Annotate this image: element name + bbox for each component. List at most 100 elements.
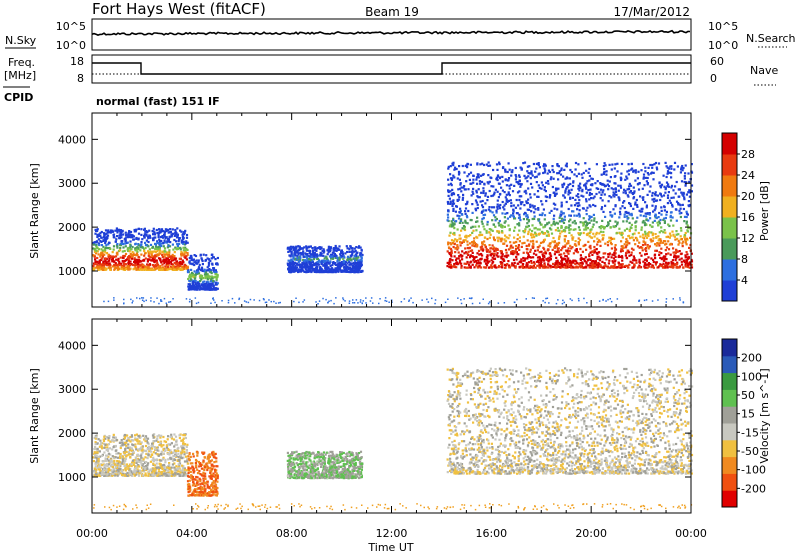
scatter-point: [651, 232, 655, 235]
scatter-point: [575, 248, 578, 251]
scatter-point: [556, 172, 559, 175]
scatter-point: [347, 267, 350, 270]
scatter-point: [544, 195, 547, 198]
scatter-point: [469, 249, 472, 252]
freq-tick-top: 18: [70, 55, 84, 68]
scatter-point: [461, 227, 464, 230]
scatter-point: [613, 192, 616, 196]
scatter-point: [301, 262, 304, 265]
scatter-point: [530, 233, 533, 237]
scatter-point: [301, 251, 304, 254]
scatter-point: [528, 228, 531, 231]
scatter-point: [663, 229, 666, 232]
scatter-point: [555, 260, 558, 263]
scatter-point: [304, 252, 307, 255]
scatter-point: [492, 260, 495, 263]
scatter-point: [182, 240, 185, 244]
scatter-point: [685, 215, 688, 219]
scatter-point: [461, 221, 464, 224]
scatter-point: [615, 193, 618, 196]
scatter-point: [160, 239, 163, 243]
scatter-point: [312, 258, 316, 261]
scatter-point: [307, 266, 310, 270]
scatter-point: [527, 187, 530, 190]
scatter-point: [270, 300, 272, 303]
scatter-point: [197, 282, 201, 285]
scatter-point: [543, 262, 546, 265]
scatter-point: [200, 266, 204, 269]
scatter-point: [653, 254, 656, 257]
scatter-point: [683, 260, 686, 264]
scatter-point: [688, 266, 691, 269]
scatter-point: [596, 257, 599, 260]
y-tick-label: 2000: [58, 221, 86, 234]
scatter-point: [665, 213, 668, 216]
scatter-point: [491, 229, 494, 232]
scatter-point: [143, 254, 146, 257]
freq-label-line1: Freq.: [8, 56, 35, 69]
scatter-point: [326, 270, 329, 273]
scatter-point: [690, 252, 693, 255]
scatter-point: [519, 182, 522, 185]
scatter-point: [214, 258, 217, 261]
scatter-point: [554, 203, 557, 206]
scatter-point: [659, 198, 662, 202]
scatter-point: [99, 253, 102, 256]
scatter-point: [123, 254, 126, 258]
scatter-point: [669, 211, 673, 214]
scatter-point: [302, 255, 305, 258]
scatter-point: [456, 214, 459, 217]
scatter-point: [564, 266, 567, 269]
scatter-point: [356, 271, 359, 274]
scatter-point: [295, 246, 298, 249]
scatter-point: [174, 265, 177, 268]
scatter-point: [133, 230, 136, 233]
scatter-point: [667, 183, 670, 186]
scatter-point: [564, 189, 567, 192]
scatter-point: [602, 230, 605, 234]
scatter-point: [211, 282, 214, 285]
scatter-point: [672, 264, 675, 267]
scatter-point: [612, 257, 615, 260]
scatter-point: [537, 246, 540, 249]
scatter-point: [648, 245, 651, 248]
scatter-point: [198, 284, 201, 287]
scatter-point: [584, 185, 587, 188]
scatter-point: [494, 266, 497, 269]
scatter-point: [659, 218, 662, 222]
scatter-point: [317, 303, 319, 305]
scatter-point: [166, 260, 169, 263]
scatter-point: [651, 264, 654, 267]
scatter-point: [542, 300, 544, 302]
scatter-point: [298, 301, 300, 304]
scatter-point: [472, 187, 475, 190]
scatter-point: [537, 163, 540, 167]
scatter-point: [138, 268, 141, 271]
scatter-point: [517, 246, 520, 249]
scatter-point: [663, 220, 666, 223]
scatter-point: [122, 254, 125, 258]
scatter-point: [662, 194, 666, 197]
scatter-point: [582, 257, 585, 261]
scatter-point: [554, 245, 557, 248]
scatter-point: [592, 213, 595, 216]
scatter-point: [658, 251, 661, 254]
scatter-point: [626, 194, 629, 197]
scatter-point: [294, 266, 297, 269]
scatter-point: [649, 224, 652, 227]
scatter-point: [609, 236, 613, 239]
scatter-point: [558, 220, 561, 223]
scatter-point: [346, 247, 349, 250]
scatter-point: [651, 239, 654, 242]
scatter-point: [123, 259, 126, 262]
scatter-point: [452, 174, 455, 177]
scatter-point: [529, 256, 532, 259]
scatter-point: [294, 250, 297, 253]
scatter-point: [128, 268, 131, 271]
scatter-point: [671, 205, 674, 208]
scatter-point: [678, 212, 681, 215]
scatter-point: [602, 189, 605, 192]
scatter-point: [166, 238, 170, 241]
scatter-point: [567, 240, 570, 243]
scatter-point: [126, 248, 129, 251]
